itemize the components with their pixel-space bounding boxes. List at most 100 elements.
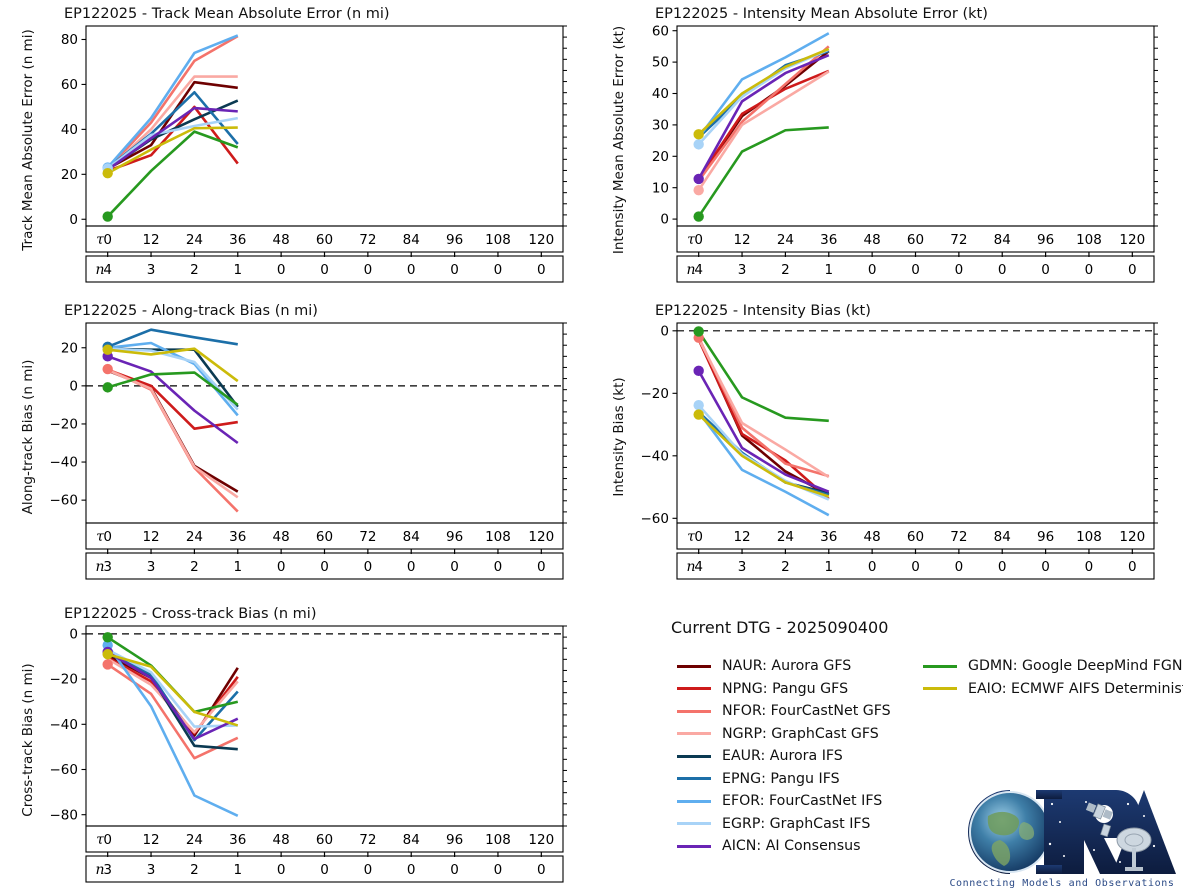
n-count-label: 0 <box>494 559 503 575</box>
tau-tick-label: 48 <box>273 529 290 545</box>
tau-tick-label: 72 <box>950 232 967 248</box>
series-marker-gdmn <box>693 211 704 222</box>
n-count-label: 1 <box>233 862 242 878</box>
series-line-gdmn <box>697 330 829 423</box>
y-tick-label: 30 <box>652 118 669 134</box>
tau-tick-label: 108 <box>485 529 511 545</box>
n-count-label: 0 <box>407 559 416 575</box>
n-count-label: 0 <box>537 862 546 878</box>
y-tick-label: 40 <box>61 122 78 138</box>
n-count-label: 0 <box>407 262 416 278</box>
series-marker-eaio <box>102 167 113 179</box>
n-count-label: 0 <box>1041 262 1050 278</box>
legend-item-npng[interactable]: NPNG: Pangu GFS <box>677 678 891 701</box>
n-row-symbol: n <box>95 862 104 878</box>
chart-title: EP122025 - Intensity Mean Absolute Error… <box>655 6 988 22</box>
legend-item-eaio[interactable]: EAIO: ECMWF AIFS Deterministic <box>923 678 1183 701</box>
n-count-label: 0 <box>537 262 546 278</box>
legend-item-gdmn[interactable]: GDMN: Google DeepMind FGN <box>923 655 1183 678</box>
legend-item-ngrp[interactable]: NGRP: GraphCast GFS <box>677 723 891 746</box>
tau-tick-label: 96 <box>446 232 463 248</box>
y-tick-label: −20 <box>641 386 670 402</box>
legend-label: NAUR: Aurora GFS <box>722 658 852 675</box>
n-count-label: 3 <box>147 559 156 575</box>
legend-item-nfor[interactable]: NFOR: FourCastNet GFS <box>677 700 891 723</box>
n-count-label: 0 <box>1128 262 1137 278</box>
tau-tick-label: 48 <box>273 232 290 248</box>
tau-tick-label: 84 <box>994 232 1011 248</box>
legend-label: EGRP: GraphCast IFS <box>722 815 871 832</box>
tau-tick-label: 108 <box>1076 529 1102 545</box>
tau-tick-label: 12 <box>142 832 159 848</box>
y-tick-label: −40 <box>50 717 79 733</box>
n-count-label: 0 <box>1085 262 1094 278</box>
n-count-label: 0 <box>494 862 503 878</box>
tau-tick-label: 24 <box>186 529 203 545</box>
tau-tick-label: 84 <box>403 832 420 848</box>
n-row-symbol: n <box>95 262 104 278</box>
tau-tick-label: 0 <box>103 529 112 545</box>
legend-swatch-efor-icon <box>677 799 711 803</box>
panel-along-track-bias: EP122025 - Along-track Bias (n mi) Along-… <box>0 297 592 595</box>
panel-intensity-bias: EP122025 - Intensity Bias (kt) Intensity … <box>591 297 1183 595</box>
chart-title: EP122025 - Track Mean Absolute Error (n … <box>64 6 390 22</box>
tau-tick-label: 60 <box>316 832 333 848</box>
tau-tick-label: 72 <box>359 232 376 248</box>
tau-tick-label: 36 <box>820 232 837 248</box>
n-count-label: 0 <box>494 262 503 278</box>
series-line-epng <box>107 328 238 349</box>
n-count-label: 4 <box>694 559 703 575</box>
series-line-eaio <box>697 413 830 498</box>
n-count-label: 3 <box>103 862 112 878</box>
legend-item-aicn[interactable]: AICN: AI Consensus <box>677 835 891 858</box>
n-count-label: 0 <box>1085 559 1094 575</box>
tau-tick-label: 0 <box>103 232 112 248</box>
tau-row-symbol: τ <box>687 232 695 248</box>
tau-row-symbol: τ <box>96 832 104 848</box>
n-count-label: 1 <box>824 559 833 575</box>
n-count-label: 0 <box>868 559 877 575</box>
legend-item-naur[interactable]: NAUR: Aurora GFS <box>677 655 891 678</box>
tau-tick-label: 84 <box>403 529 420 545</box>
series-marker-aicn <box>693 365 704 377</box>
series-line-ngrp <box>697 70 830 191</box>
n-count-label: 0 <box>450 862 459 878</box>
legend-label: EPNG: Pangu IFS <box>722 770 840 787</box>
legend-label: AICN: AI Consensus <box>722 838 861 855</box>
legend-swatch-eaio-icon <box>923 687 957 691</box>
y-tick-label: −40 <box>641 448 670 464</box>
series-line-eaio <box>107 653 239 727</box>
legend-item-eaur[interactable]: EAUR: Aurora IFS <box>677 745 891 768</box>
series-marker-egrp <box>693 399 704 411</box>
panel-track-mae: EP122025 - Track Mean Absolute Error (n … <box>0 0 592 292</box>
current-dtg-label: Current DTG - 2025090400 <box>671 618 889 637</box>
tau-tick-label: 24 <box>186 832 203 848</box>
y-axis-label: Track Mean Absolute Error (n mi) <box>20 29 36 251</box>
y-tick-label: 20 <box>61 340 78 356</box>
legend-item-efor[interactable]: EFOR: FourCastNet IFS <box>677 790 891 813</box>
tau-tick-label: 108 <box>485 232 511 248</box>
n-count-label: 0 <box>955 559 964 575</box>
panel-intensity-mae: EP122025 - Intensity Mean Absolute Error… <box>591 0 1183 292</box>
tau-tick-label: 24 <box>777 529 794 545</box>
series-marker-eaio <box>102 344 113 355</box>
tau-tick-label: 36 <box>229 832 246 848</box>
n-count-label: 0 <box>450 262 459 278</box>
series-line-ngrp <box>107 657 239 734</box>
chart-title: EP122025 - Intensity Bias (kt) <box>655 303 871 319</box>
legend-item-egrp[interactable]: EGRP: GraphCast IFS <box>677 813 891 836</box>
series-marker-aicn <box>693 173 704 185</box>
series-marker-ngrp <box>693 185 704 196</box>
legend-item-epng[interactable]: EPNG: Pangu IFS <box>677 768 891 791</box>
y-tick-label: 10 <box>652 180 669 196</box>
cira-logo-graphic: Connecting Models and Observations <box>949 790 1176 889</box>
n-row-symbol: n <box>95 559 104 575</box>
series-line-eaio <box>107 126 238 175</box>
tau-tick-label: 96 <box>1037 529 1054 545</box>
series-line-aicn <box>107 355 239 445</box>
legend-swatch-ngrp-icon <box>677 732 711 736</box>
tau-tick-label: 0 <box>694 232 703 248</box>
series-marker-eaio <box>102 649 113 660</box>
series-line-efor <box>697 32 830 139</box>
